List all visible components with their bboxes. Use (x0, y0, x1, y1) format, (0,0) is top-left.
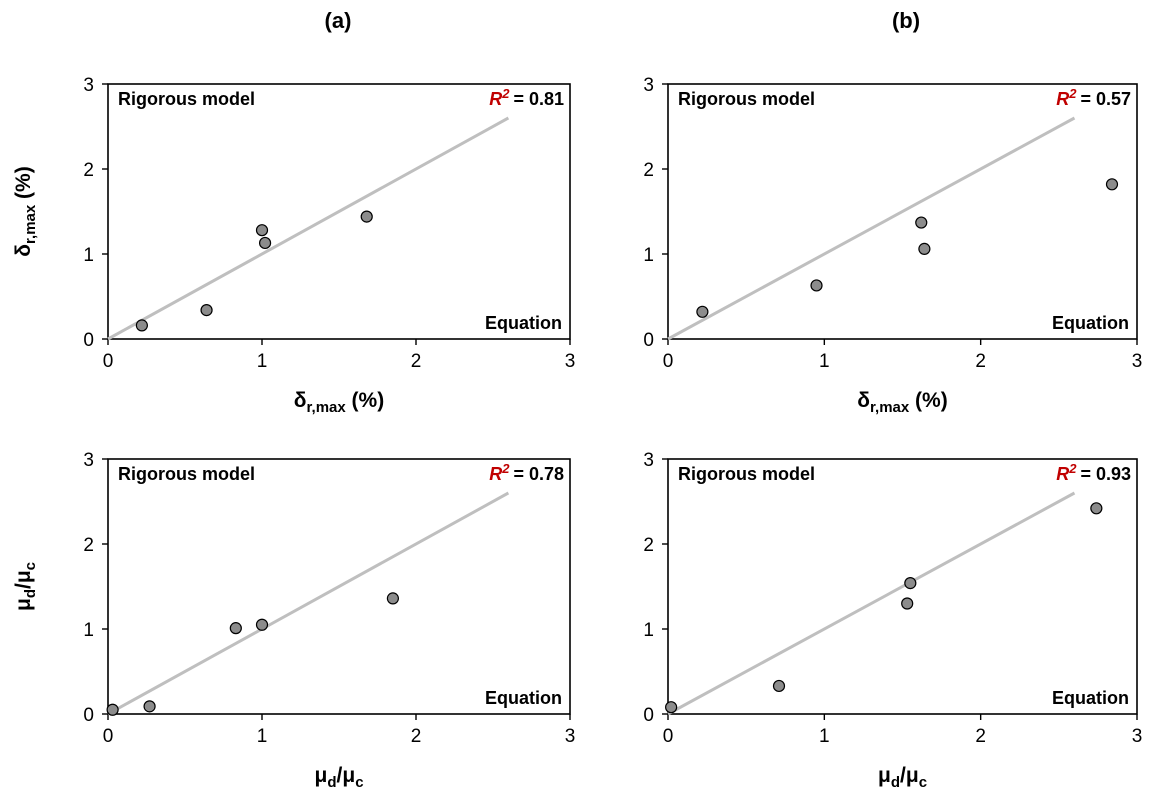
r-squared-annotation: R2 = 0.78 (489, 461, 564, 484)
data-point (904, 576, 917, 590)
y-tick-label: 3 (83, 75, 94, 96)
y-tick-label: 1 (643, 620, 654, 641)
x-tick-label: 3 (1132, 726, 1143, 747)
x-tick-label: 3 (565, 726, 576, 747)
one-to-one-line (107, 116, 510, 341)
r-squared-annotation: R2 = 0.57 (1056, 86, 1131, 109)
inset-rigorous-model: Rigorous model (678, 89, 815, 109)
x-tick-label: 2 (411, 726, 422, 747)
inset-rigorous-model: Rigorous model (118, 89, 255, 109)
data-point (915, 216, 928, 229)
r-symbol: R (1056, 464, 1069, 484)
y-tick-label: 3 (83, 450, 94, 471)
r-superscript: 2 (1068, 86, 1077, 101)
r-symbol: R (1056, 89, 1069, 109)
r-superscript: 2 (501, 86, 510, 101)
data-point (258, 236, 272, 250)
data-point (386, 592, 399, 605)
x-axis-label: μd/μc (314, 764, 363, 791)
x-tick-label: 2 (411, 351, 422, 372)
y-axis-label: δr,max (%) (12, 166, 39, 256)
data-point (360, 210, 373, 223)
one-to-one-line (107, 491, 510, 716)
x-tick-label: 3 (1132, 351, 1143, 372)
y-tick-label: 1 (83, 245, 94, 266)
r-superscript: 2 (501, 461, 510, 476)
r-squared-annotation: R2 = 0.81 (489, 86, 564, 109)
r-squared-value: = 0.81 (513, 89, 564, 109)
inset-equation: Equation (485, 688, 562, 708)
y-tick-label: 3 (643, 75, 654, 96)
r-squared-value: = 0.93 (1080, 464, 1131, 484)
r-superscript: 2 (1068, 461, 1077, 476)
x-tick-label: 1 (819, 351, 830, 372)
x-tick-label: 1 (257, 351, 268, 372)
data-point (1105, 178, 1119, 191)
y-tick-label: 0 (643, 330, 654, 351)
y-tick-label: 0 (643, 705, 654, 726)
data-point (772, 679, 786, 693)
one-to-one-line (667, 491, 1076, 716)
inset-equation: Equation (1052, 688, 1129, 708)
plot-frame (107, 458, 571, 715)
column-title-b: (b) (892, 8, 920, 33)
r-squared-value: = 0.78 (513, 464, 564, 484)
data-point (665, 701, 678, 714)
data-point (901, 597, 914, 610)
data-point (229, 622, 242, 635)
y-tick-label: 1 (83, 620, 94, 641)
y-tick-label: 2 (83, 160, 94, 181)
inset-rigorous-model: Rigorous model (678, 464, 815, 484)
data-point (810, 279, 823, 292)
data-point (696, 305, 709, 318)
one-to-one-line (667, 116, 1076, 341)
data-point (135, 319, 148, 332)
column-title-a: (a) (325, 8, 352, 33)
data-point (143, 700, 156, 713)
y-tick-label: 1 (643, 245, 654, 266)
data-point (1090, 502, 1103, 515)
r-symbol: R (489, 89, 502, 109)
y-tick-label: 0 (83, 705, 94, 726)
inset-equation: Equation (485, 313, 562, 333)
y-tick-label: 2 (643, 535, 654, 556)
y-tick-label: 0 (83, 330, 94, 351)
x-axis-label: μd/μc (878, 764, 927, 791)
x-axis-label: δr,max (%) (857, 389, 947, 416)
data-point (106, 703, 119, 716)
r-symbol: R (489, 464, 502, 484)
x-tick-label: 2 (975, 726, 986, 747)
y-axis-label: μd/μc (12, 562, 39, 611)
data-point (255, 224, 269, 237)
x-tick-label: 1 (257, 726, 268, 747)
x-tick-label: 0 (103, 351, 114, 372)
r-squared-value: = 0.57 (1080, 89, 1131, 109)
r-squared-annotation: R2 = 0.93 (1056, 461, 1131, 484)
x-tick-label: 3 (565, 351, 576, 372)
inset-rigorous-model: Rigorous model (118, 464, 255, 484)
x-tick-label: 0 (663, 351, 674, 372)
inset-equation: Equation (1052, 313, 1129, 333)
x-tick-label: 2 (975, 351, 986, 372)
x-tick-label: 1 (819, 726, 830, 747)
data-point (255, 618, 269, 631)
plot-frame (107, 83, 571, 340)
plot-frame (667, 83, 1138, 340)
data-point (200, 304, 213, 317)
data-point (918, 242, 931, 255)
x-tick-label: 0 (103, 726, 114, 747)
y-tick-label: 3 (643, 450, 654, 471)
plot-frame (667, 458, 1138, 715)
y-tick-label: 2 (83, 535, 94, 556)
x-axis-label: δr,max (%) (294, 389, 384, 416)
y-tick-label: 2 (643, 160, 654, 181)
x-tick-label: 0 (663, 726, 674, 747)
